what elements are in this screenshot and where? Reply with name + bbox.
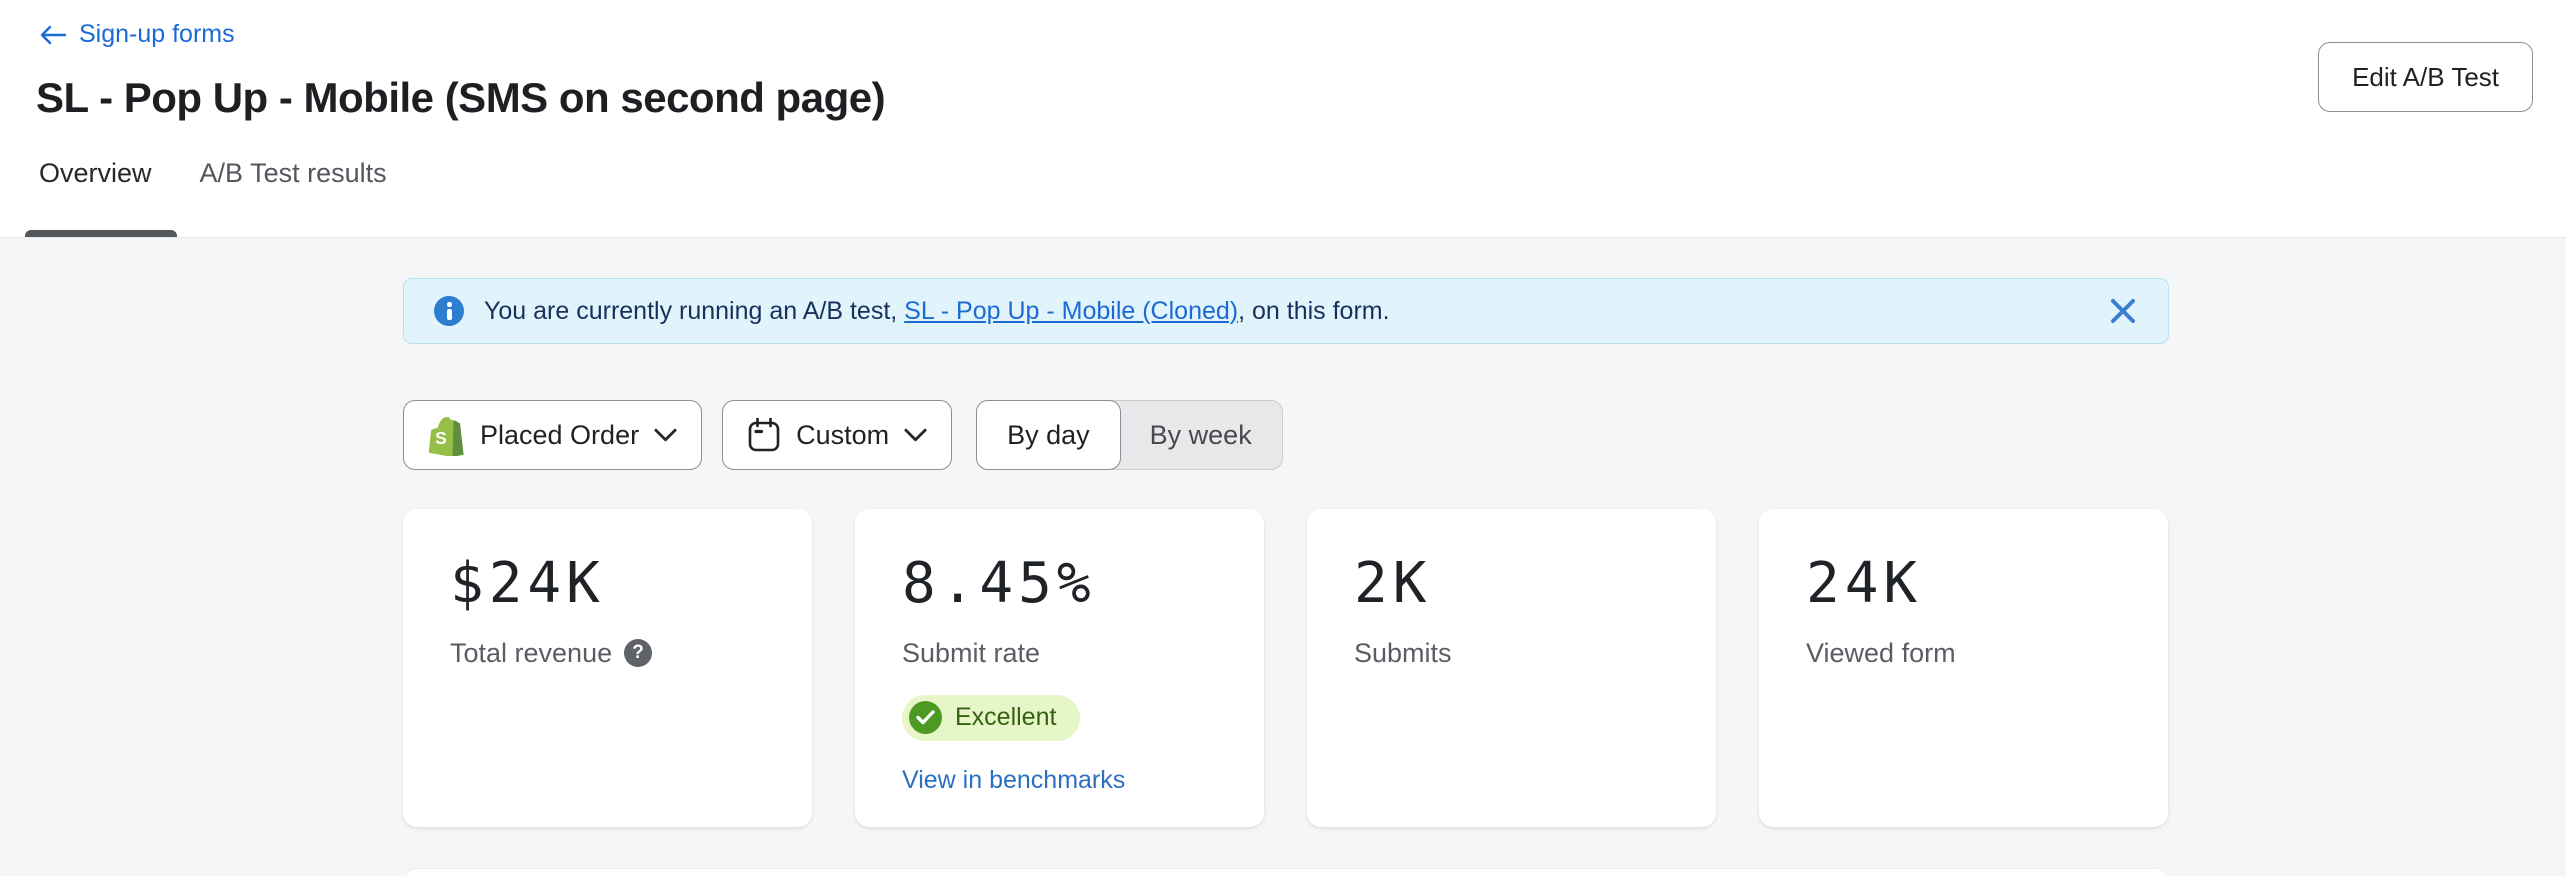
chevron-down-icon — [904, 428, 927, 442]
svg-text:S: S — [435, 427, 447, 447]
metric-label-row: Total revenue ? — [450, 638, 782, 669]
breadcrumb-label: Sign-up forms — [79, 20, 235, 48]
date-range-dropdown[interactable]: Custom — [722, 400, 953, 470]
view-in-benchmarks-link[interactable]: View in benchmarks — [902, 765, 1126, 794]
metric-label-row: Viewed form — [1806, 638, 2138, 669]
back-arrow-icon — [40, 25, 67, 44]
metric-card-submit-rate: 8.45% Submit rate Excellent View in benc… — [855, 509, 1264, 827]
metric-value: $24K — [450, 551, 605, 616]
conversion-metric-dropdown[interactable]: S Placed Order — [403, 400, 703, 470]
metric-card-total-revenue: $24K Total revenue ? — [403, 509, 812, 827]
filter-bar: S Placed Order Custom By day By week — [403, 400, 1283, 470]
banner-text-after: , on this form. — [1238, 296, 1390, 325]
info-icon — [434, 296, 464, 326]
banner-text: You are currently running an A/B test, S… — [484, 297, 1390, 326]
toggle-by-day[interactable]: By day — [976, 400, 1121, 470]
metric-label: Submit rate — [902, 637, 1041, 668]
metric-label-row: Submits — [1354, 638, 1686, 669]
check-icon — [909, 701, 942, 735]
benchmark-status-badge: Excellent — [902, 694, 1081, 741]
calendar-icon — [748, 417, 780, 452]
breadcrumb-signup-forms[interactable]: Sign-up forms — [39, 20, 235, 49]
shopify-icon: S — [428, 416, 464, 456]
ab-test-banner: You are currently running an A/B test, S… — [403, 278, 2169, 344]
banner-form-link[interactable]: SL - Pop Up - Mobile (Cloned) — [904, 296, 1239, 325]
tab-bar: Overview A/B Test results — [25, 158, 401, 213]
metric-card-viewed-form: 24K Viewed form — [1759, 509, 2168, 827]
metric-card-submits: 2K Submits — [1307, 509, 1716, 827]
metric-label: Submits — [1354, 637, 1452, 668]
active-tab-indicator — [25, 230, 177, 237]
banner-text-before: You are currently running an A/B test, — [484, 296, 905, 325]
date-range-label: Custom — [796, 419, 890, 450]
close-icon — [2111, 299, 2135, 323]
tab-overview[interactable]: Overview — [39, 158, 152, 188]
metric-label: Viewed form — [1806, 637, 1956, 668]
metric-value: 2K — [1354, 551, 1432, 616]
help-icon[interactable]: ? — [624, 639, 653, 668]
conversion-metric-label: Placed Order — [480, 419, 640, 450]
metric-label-row: Submit rate — [902, 638, 1234, 669]
metric-cards: $24K Total revenue ? 8.45% Submit rate E… — [403, 509, 2168, 827]
metric-value: 8.45% — [902, 551, 1096, 616]
page-title: SL - Pop Up - Mobile (SMS on second page… — [36, 74, 886, 121]
badge-label: Excellent — [955, 703, 1057, 732]
bottom-panel — [403, 868, 2169, 876]
metric-value: 24K — [1806, 551, 1923, 616]
tab-ab-test-results[interactable]: A/B Test results — [199, 158, 387, 188]
metric-label: Total revenue — [450, 637, 613, 668]
chevron-down-icon — [654, 428, 677, 442]
banner-close-button[interactable] — [2106, 294, 2140, 328]
edit-ab-test-button[interactable]: Edit A/B Test — [2318, 42, 2533, 112]
toggle-by-week[interactable]: By week — [1149, 419, 1252, 450]
interval-toggle: By day By week — [976, 400, 1283, 470]
